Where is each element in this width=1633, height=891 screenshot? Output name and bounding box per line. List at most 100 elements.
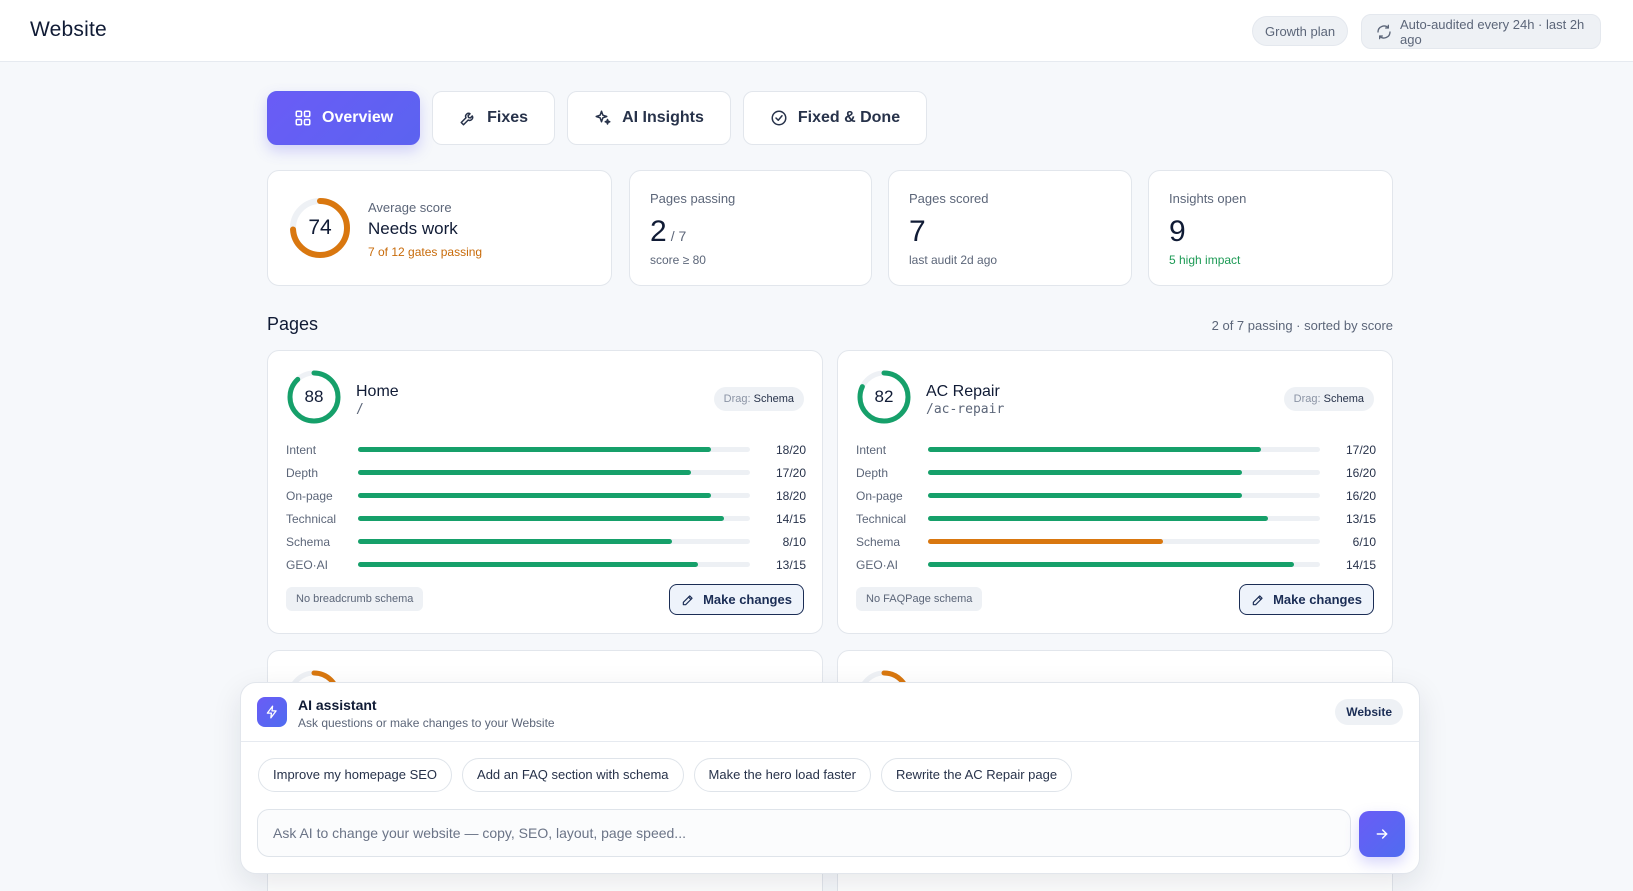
metric-value: 8/10	[782, 534, 806, 549]
plan-badge: Growth plan	[1252, 16, 1349, 46]
check-circle-icon	[771, 110, 787, 126]
metric-bar-fill	[928, 470, 1242, 475]
metric-value: 17/20	[775, 465, 806, 480]
metric-list: Intent 17/20 Depth 16/20 On-page 16/20 Technic…	[856, 438, 1376, 576]
stat-sub: last audit 2d ago	[909, 253, 998, 267]
tab-overview[interactable]: Overview	[267, 91, 421, 145]
make-changes-button[interactable]: Make changes	[669, 584, 804, 615]
top-bar: Website Growth plan Auto-audited every 2…	[0, 0, 1633, 62]
wrench-icon	[460, 112, 474, 126]
metric-bar-fill	[928, 562, 1294, 567]
send-button[interactable]	[1359, 811, 1405, 857]
audit-status-button[interactable]: Auto-audited every 24h · last 2h ago	[1361, 14, 1601, 49]
metric-bar-fill	[358, 516, 724, 521]
metric-bar-fill	[358, 493, 711, 498]
suggestion-chip[interactable]: Rewrite the AC Repair page	[880, 758, 1073, 792]
drag-badge: Drag: Schema	[713, 387, 804, 411]
metric-bar	[358, 493, 750, 498]
stat-value: 7	[909, 215, 926, 248]
page-path: /ac-repair	[926, 402, 1005, 417]
page-card-home[interactable]: 88 Home / Drag: Schema Intent 18/20 Depth 1…	[267, 350, 823, 634]
metric-name: GEO·AI	[856, 557, 899, 572]
arrow-right-icon	[1376, 829, 1388, 839]
suggestion-chip[interactable]: Improve my homepage SEO	[258, 758, 453, 792]
metric-bar	[358, 447, 750, 452]
metric-row: Technical 14/15	[286, 507, 806, 530]
metric-bar	[358, 470, 750, 475]
average-score-card: 74 Average score Needs work 7 of 12 gate…	[267, 170, 612, 286]
page-card-ac-repair[interactable]: 82 AC Repair /ac-repair Drag: Schema Int…	[837, 350, 1393, 634]
pages-passing-count: 2	[650, 215, 667, 248]
metric-bar-fill	[928, 539, 1164, 544]
page-score: 88	[304, 387, 324, 406]
metric-list: Intent 18/20 Depth 17/20 On-page 18/20 Technic…	[286, 438, 806, 576]
metric-bar	[358, 539, 750, 544]
metric-row: Depth 16/20	[856, 461, 1376, 484]
page-score-ring	[857, 370, 911, 424]
make-changes-button[interactable]: Make changes	[1239, 584, 1374, 615]
metric-name: Depth	[856, 465, 889, 480]
metric-value: 17/20	[1345, 442, 1376, 457]
metric-value: 18/20	[775, 488, 806, 503]
gates-passing-text: 7 of 12 gates passing	[368, 245, 483, 259]
average-score-value: 74	[308, 216, 332, 239]
average-score-label: Average score	[368, 200, 452, 215]
metric-row: GEO·AI 14/15	[856, 553, 1376, 576]
metric-bar	[928, 470, 1320, 475]
metric-name: Schema	[856, 534, 901, 549]
insights-open-card: Insights open 9 5 high impact	[1148, 170, 1393, 286]
assistant-context-badge[interactable]: Website	[1335, 699, 1403, 725]
stat-label: Insights open	[1169, 191, 1247, 206]
metric-bar	[928, 493, 1320, 498]
metric-row: Depth 17/20	[286, 461, 806, 484]
metric-name: On-page	[856, 488, 903, 503]
drag-label: Drag:	[723, 393, 751, 405]
metric-name: Schema	[286, 534, 331, 549]
suggestion-list: Improve my homepage SEO Add an FAQ secti…	[258, 758, 1073, 792]
metric-name: Intent	[286, 442, 317, 457]
ask-ai-input[interactable]	[257, 809, 1351, 857]
metric-bar-fill	[358, 470, 692, 475]
stat-sub: 5 high impact	[1169, 253, 1241, 267]
tab-ai-insights[interactable]: AI Insights	[567, 91, 731, 145]
metric-row: Schema 6/10	[856, 530, 1376, 553]
metric-row: Technical 13/15	[856, 507, 1376, 530]
metric-name: On-page	[286, 488, 333, 503]
drag-value: Schema	[1323, 393, 1364, 405]
metric-row: Schema 8/10	[286, 530, 806, 553]
drag-badge: Drag: Schema	[1283, 387, 1374, 411]
metric-bar-fill	[928, 447, 1262, 452]
stat-value: 9	[1169, 215, 1186, 248]
metric-value: 6/10	[1352, 534, 1376, 549]
assistant-subtitle: Ask questions or make changes to your We…	[298, 716, 555, 730]
tab-fixes[interactable]: Fixes	[432, 91, 556, 145]
divider	[241, 741, 1419, 742]
metric-row: On-page 16/20	[856, 484, 1376, 507]
stat-sub: score ≥ 80	[650, 253, 706, 267]
grid-icon	[295, 110, 311, 126]
sparkle-icon	[595, 110, 611, 125]
suggestion-chip[interactable]: Add an FAQ section with schema	[462, 758, 684, 792]
tab-label: AI Insights	[622, 109, 704, 126]
metric-value: 13/15	[1345, 511, 1376, 526]
page-path: /	[356, 402, 364, 417]
metric-bar-fill	[358, 539, 672, 544]
refresh-icon	[1377, 24, 1391, 39]
page-name: AC Repair	[926, 383, 1000, 400]
tab-fixed-done[interactable]: Fixed & Done	[742, 91, 928, 145]
metric-value: 14/15	[1345, 557, 1376, 572]
metric-row: On-page 18/20	[286, 484, 806, 507]
pages-passing-card: Pages passing 2/ 7 score ≥ 80	[629, 170, 872, 286]
stat-label: Pages scored	[909, 191, 989, 206]
bolt-icon	[257, 697, 287, 727]
metric-row: Intent 17/20	[856, 438, 1376, 461]
metric-name: Intent	[856, 442, 887, 457]
pencil-icon	[682, 594, 693, 605]
tab-bar: Overview Fixes AI Insights Fixed & Done	[267, 91, 928, 145]
stat-label: Pages passing	[650, 191, 736, 206]
assistant-title: AI assistant	[298, 697, 377, 713]
suggestion-chip[interactable]: Make the hero load faster	[693, 758, 871, 792]
metric-name: GEO·AI	[286, 557, 329, 572]
section-title: Pages	[267, 314, 319, 334]
pencil-icon	[1252, 594, 1263, 605]
